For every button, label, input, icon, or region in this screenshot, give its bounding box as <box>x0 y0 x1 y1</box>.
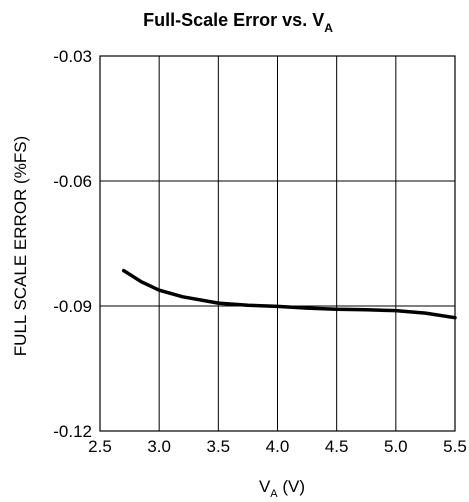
y-tick-label: -0.03 <box>53 47 92 66</box>
chart-title-main: Full-Scale Error vs. V <box>143 10 324 30</box>
x-axis-label-subscript: A <box>270 488 278 500</box>
x-tick-label: 3.5 <box>207 437 231 456</box>
x-axis-label-unit: (V) <box>278 477 305 496</box>
x-tick-label: 3.0 <box>147 437 171 456</box>
y-axis-label: FULL SCALE ERROR (%FS) <box>11 136 30 356</box>
y-tick-labels: -0.03 -0.06 -0.09 -0.12 <box>53 47 92 441</box>
x-tick-label: 5.5 <box>443 437 467 456</box>
plot-frame <box>99 55 456 432</box>
y-tick-label: -0.09 <box>53 297 92 316</box>
series-lines <box>121 268 457 320</box>
grid-lines <box>100 56 455 431</box>
x-tick-labels: 2.5 3.0 3.5 4.0 4.5 5.0 5.5 <box>88 437 467 456</box>
chart-title-subscript: A <box>324 21 333 35</box>
y-tick-label: -0.06 <box>53 172 92 191</box>
x-tick-label: 4.0 <box>266 437 290 456</box>
x-tick-label: 4.5 <box>325 437 349 456</box>
series-line <box>121 268 457 320</box>
x-tick-label: 5.0 <box>384 437 408 456</box>
x-axis-label-main: V <box>259 477 271 496</box>
chart-title: Full-Scale Error vs. VA <box>143 10 333 35</box>
x-tick-label: 2.5 <box>88 437 112 456</box>
y-tick-label: -0.12 <box>53 422 92 441</box>
x-axis-label: VA (V) <box>259 477 305 500</box>
